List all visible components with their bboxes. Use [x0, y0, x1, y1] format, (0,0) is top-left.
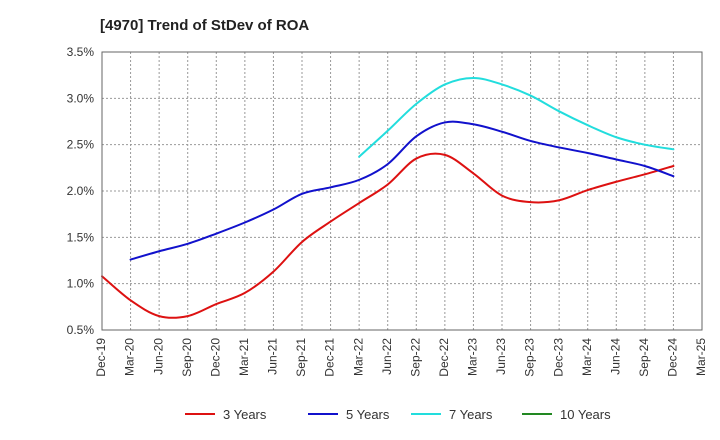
y-tick-label: 1.0%: [67, 277, 95, 291]
y-tick-label: 3.5%: [67, 45, 95, 59]
x-tick-label: Mar-23: [466, 338, 480, 376]
x-tick-label: Mar-20: [123, 338, 137, 376]
x-tick-label: Dec-22: [437, 338, 451, 377]
y-axis-ticks: 0.5% 1.0% 1.5% 2.0% 2.5% 3.0% 3.5%: [67, 45, 95, 337]
legend-label-3-years: 3 Years: [223, 407, 267, 422]
y-tick-label: 3.0%: [67, 91, 95, 105]
plot-frame: [101, 51, 703, 331]
y-tick-label: 1.5%: [67, 230, 95, 244]
x-tick-label: Sep-22: [408, 338, 422, 377]
y-tick-label: 0.5%: [67, 323, 95, 337]
x-tick-label: Mar-25: [694, 338, 708, 376]
series-line-5-years: [129, 120, 675, 261]
x-tick-label: Sep-23: [523, 338, 537, 377]
legend-label-10-years: 10 Years: [560, 407, 611, 422]
x-tick-label: Dec-19: [94, 338, 108, 377]
x-tick-label: Mar-22: [351, 338, 365, 376]
x-tick-label: Jun-24: [608, 338, 622, 375]
chart-title: [4970] Trend of StDev of ROA: [100, 17, 309, 34]
series-line-7-years: [358, 76, 675, 158]
y-tick-label: 2.0%: [67, 184, 95, 198]
x-tick-label: Sep-24: [637, 338, 651, 377]
x-tick-label: Dec-24: [666, 338, 680, 377]
x-tick-label: Dec-23: [551, 338, 565, 377]
legend-label-7-years: 7 Years: [449, 407, 493, 422]
x-tick-label: Sep-20: [180, 338, 194, 377]
x-tick-label: Mar-24: [580, 338, 594, 376]
legend: 3 Years 5 Years 7 Years 10 Years: [185, 407, 611, 422]
grid: [102, 52, 702, 330]
x-tick-label: Jun-23: [494, 338, 508, 375]
y-tick-label: 2.5%: [67, 138, 95, 152]
x-tick-label: Jun-20: [151, 338, 165, 375]
x-axis-ticks: Dec-19 Mar-20 Jun-20 Sep-20 Dec-20 Mar-21 Jun-…: [94, 338, 708, 377]
x-tick-label: Sep-21: [294, 338, 308, 377]
series-lines: [101, 76, 675, 319]
x-tick-label: Mar-21: [237, 338, 251, 376]
x-tick-label: Jun-22: [380, 338, 394, 375]
x-tick-label: Dec-20: [208, 338, 222, 377]
series-line-3-years: [101, 152, 675, 319]
x-tick-label: Dec-21: [323, 338, 337, 377]
legend-label-5-years: 5 Years: [346, 407, 390, 422]
x-tick-label: Jun-21: [266, 338, 280, 375]
